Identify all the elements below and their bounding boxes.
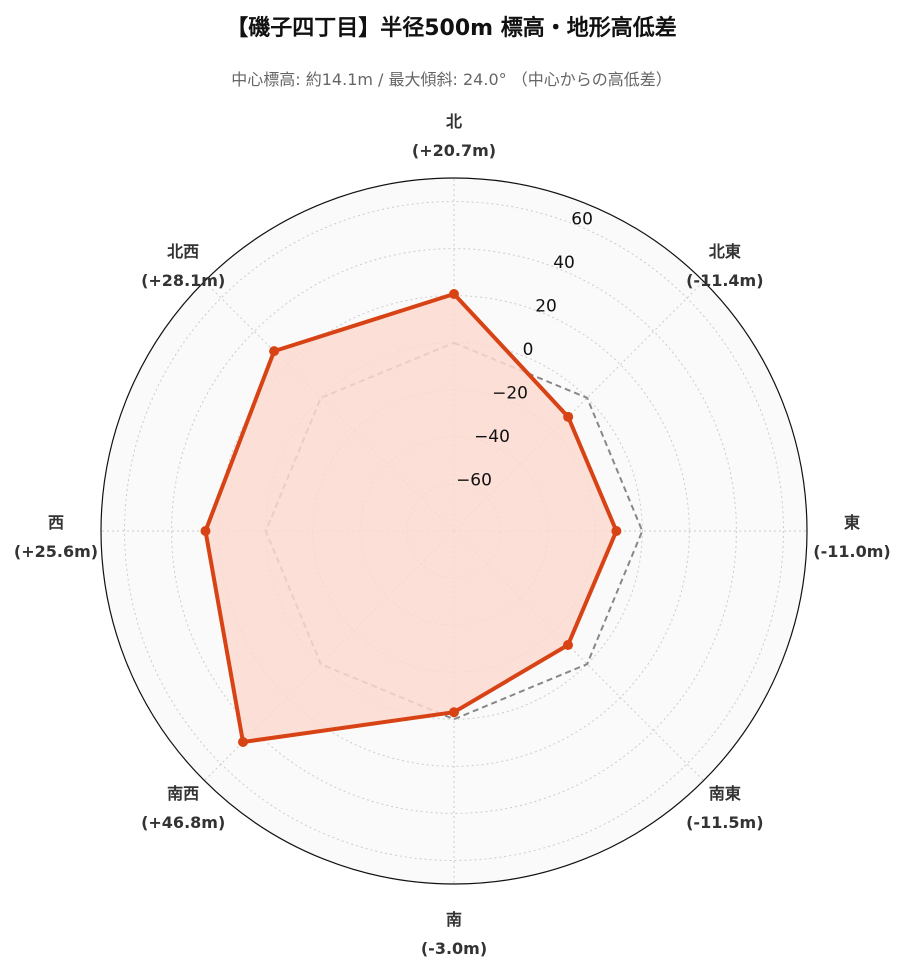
direction-value-label: (-11.4m): [686, 271, 763, 290]
radial-tick-label: 40: [553, 253, 575, 273]
direction-value-label: (-11.5m): [686, 813, 763, 832]
direction-label: 北: [446, 112, 462, 131]
radial-tick-label: 0: [523, 340, 534, 360]
direction-value-label: (-11.0m): [813, 542, 890, 561]
direction-value-label: (+46.8m): [141, 813, 225, 832]
data-point: [200, 526, 211, 536]
chart-title: 【磯子四丁目】半径500m 標高・地形高低差: [226, 16, 677, 41]
direction-label: 東: [844, 513, 860, 532]
series-area: [205, 294, 617, 743]
data-point: [237, 737, 248, 748]
data-point: [611, 526, 622, 536]
direction-value-label: (-3.0m): [421, 939, 487, 958]
direction-value-label: (+28.1m): [141, 271, 225, 290]
radial-tick-label: −20: [492, 384, 528, 404]
direction-value-label: (+25.6m): [14, 542, 98, 561]
data-point: [269, 346, 280, 357]
outer-ring: [100, 177, 808, 885]
data-point: [449, 289, 459, 300]
grid-spoke: [453, 530, 704, 781]
data-point: [562, 639, 573, 650]
direction-label: 北西: [167, 242, 199, 261]
direction-value-label: (+20.7m): [412, 141, 496, 160]
radial-tick-label: 20: [535, 297, 557, 317]
direction-label: 南西: [167, 784, 199, 803]
direction-label: 西: [48, 513, 64, 532]
grid-circle: [124, 201, 784, 861]
radial-tick-label: 60: [571, 210, 593, 230]
radial-tick-label: −40: [474, 427, 510, 447]
grid-circle: [171, 248, 737, 814]
direction-label: 南: [446, 910, 462, 929]
direction-label: 南東: [709, 784, 741, 803]
grid-spoke: [453, 281, 704, 532]
direction-label: 北東: [709, 242, 741, 261]
data-point: [563, 411, 574, 422]
data-point: [449, 707, 459, 718]
radial-tick-label: −60: [456, 471, 492, 491]
chart-subtitle: 中心標高: 約14.1m / 最大傾斜: 24.0° （中心からの高低差）: [231, 70, 672, 89]
